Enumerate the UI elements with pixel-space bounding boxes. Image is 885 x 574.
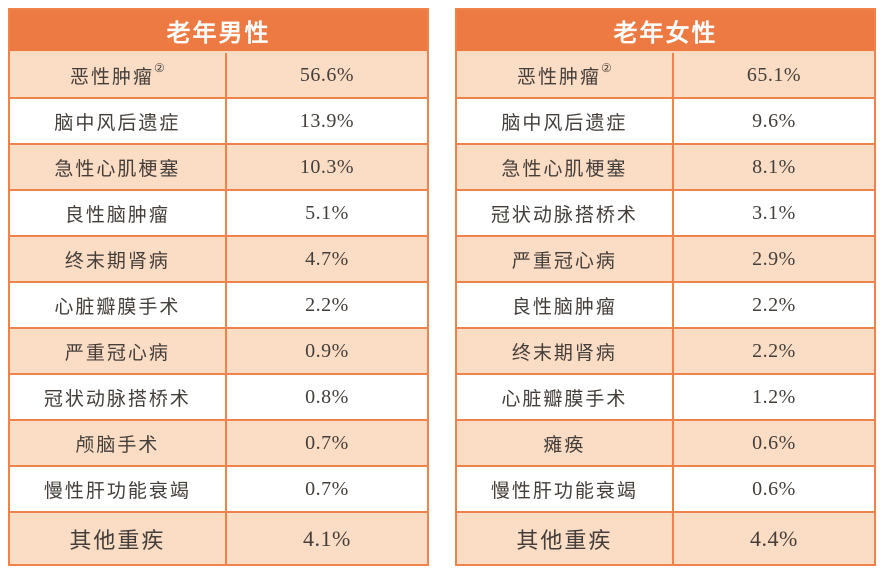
disease-name: 冠状动脉搭桥术 <box>10 375 227 419</box>
disease-percentage: 65.1% <box>746 63 801 86</box>
disease-percentage: 9.6% <box>752 109 796 132</box>
disease-percentage: 0.6% <box>752 477 796 500</box>
disease-percentage: 0.7% <box>305 431 349 454</box>
disease-name: 慢性肝功能衰竭 <box>457 467 674 511</box>
disease-name: 心脏瓣膜手术 <box>457 375 674 419</box>
elderly-male-table-rows: 恶性肿瘤 ② 56.6% 脑中风后遗症 13.9% 急性心肌梗塞 10.3% 良性脑肿瘤 5.1… <box>10 53 427 564</box>
disease-percentage: 2.9% <box>752 247 796 270</box>
disease-percentage: 0.7% <box>305 477 349 500</box>
disease-percentage: 4.7% <box>305 247 349 270</box>
disease-name: 严重冠心病 <box>10 329 227 373</box>
disease-percentage: 0.8% <box>305 385 349 408</box>
elderly-male-table: 老年男性 恶性肿瘤 ② 56.6% 脑中风后遗症 13.9% 急性心肌梗塞 10.3% 良性脑… <box>8 8 429 566</box>
elderly-female-table-title: 老年女性 <box>457 10 874 53</box>
table-row: 颅脑手术 0.7% <box>10 419 427 465</box>
table-row: 其他重疾 4.4% <box>457 511 874 564</box>
disease-percentage: 4.1% <box>302 525 351 551</box>
disease-name: 颅脑手术 <box>10 421 227 465</box>
disease-name: 终末期肾病 <box>10 237 227 281</box>
disease-percentage: 8.1% <box>752 155 796 178</box>
table-row: 脑中风后遗症 13.9% <box>10 97 427 143</box>
disease-percentage: 0.6% <box>752 431 796 454</box>
disease-name: 冠状动脉搭桥术 <box>457 191 674 235</box>
disease-name: 心脏瓣膜手术 <box>10 283 227 327</box>
table-row: 终末期肾病 2.2% <box>457 327 874 373</box>
elderly-male-table-title: 老年男性 <box>10 10 427 53</box>
table-row: 恶性肿瘤 ② 56.6% <box>10 53 427 97</box>
table-row: 冠状动脉搭桥术 3.1% <box>457 189 874 235</box>
disease-percentage: 1.2% <box>752 385 796 408</box>
table-row: 急性心肌梗塞 8.1% <box>457 143 874 189</box>
disease-name: 恶性肿瘤 ② <box>457 53 674 97</box>
table-row: 脑中风后遗症 9.6% <box>457 97 874 143</box>
disease-name: 急性心肌梗塞 <box>457 145 674 189</box>
table-row: 慢性肝功能衰竭 0.6% <box>457 465 874 511</box>
disease-percentage: 2.2% <box>752 293 796 316</box>
disease-name: 良性脑肿瘤 <box>10 191 227 235</box>
table-row: 瘫痪 0.6% <box>457 419 874 465</box>
disease-name: 慢性肝功能衰竭 <box>10 467 227 511</box>
table-row: 良性脑肿瘤 2.2% <box>457 281 874 327</box>
disease-percentage: 2.2% <box>305 293 349 316</box>
disease-percentage: 3.1% <box>752 201 796 224</box>
table-row: 良性脑肿瘤 5.1% <box>10 189 427 235</box>
table-row: 严重冠心病 2.9% <box>457 235 874 281</box>
disease-name: 良性脑肿瘤 <box>457 283 674 327</box>
disease-percentage: 0.9% <box>305 339 349 362</box>
disease-name: 其他重疾 <box>10 513 227 564</box>
disease-percentage: 13.9% <box>299 109 354 132</box>
elderly-female-table-rows: 恶性肿瘤 ② 65.1% 脑中风后遗症 9.6% 急性心肌梗塞 8.1% 冠状动脉搭桥术 3.1… <box>457 53 874 564</box>
table-row: 其他重疾 4.1% <box>10 511 427 564</box>
disease-name: 严重冠心病 <box>457 237 674 281</box>
disease-percentage: 5.1% <box>305 201 349 224</box>
disease-name: 脑中风后遗症 <box>457 99 674 143</box>
disease-name: 其他重疾 <box>457 513 674 564</box>
disease-name: 急性心肌梗塞 <box>10 145 227 189</box>
elderly-female-table: 老年女性 恶性肿瘤 ② 65.1% 脑中风后遗症 9.6% 急性心肌梗塞 8.1% 冠状动脉搭… <box>455 8 876 566</box>
disease-percentage: 10.3% <box>299 155 354 178</box>
disease-percentage: 4.4% <box>749 525 798 551</box>
disease-name: 恶性肿瘤 ② <box>10 53 227 97</box>
table-row: 急性心肌梗塞 10.3% <box>10 143 427 189</box>
table-row: 心脏瓣膜手术 1.2% <box>457 373 874 419</box>
table-row: 慢性肝功能衰竭 0.7% <box>10 465 427 511</box>
disease-percentage: 56.6% <box>299 63 354 86</box>
table-row: 终末期肾病 4.7% <box>10 235 427 281</box>
disease-name: 瘫痪 <box>457 421 674 465</box>
table-row: 心脏瓣膜手术 2.2% <box>10 281 427 327</box>
table-row: 冠状动脉搭桥术 0.8% <box>10 373 427 419</box>
table-row: 恶性肿瘤 ② 65.1% <box>457 53 874 97</box>
disease-percentage: 2.2% <box>752 339 796 362</box>
disease-name: 脑中风后遗症 <box>10 99 227 143</box>
table-row: 严重冠心病 0.9% <box>10 327 427 373</box>
disease-name: 终末期肾病 <box>457 329 674 373</box>
